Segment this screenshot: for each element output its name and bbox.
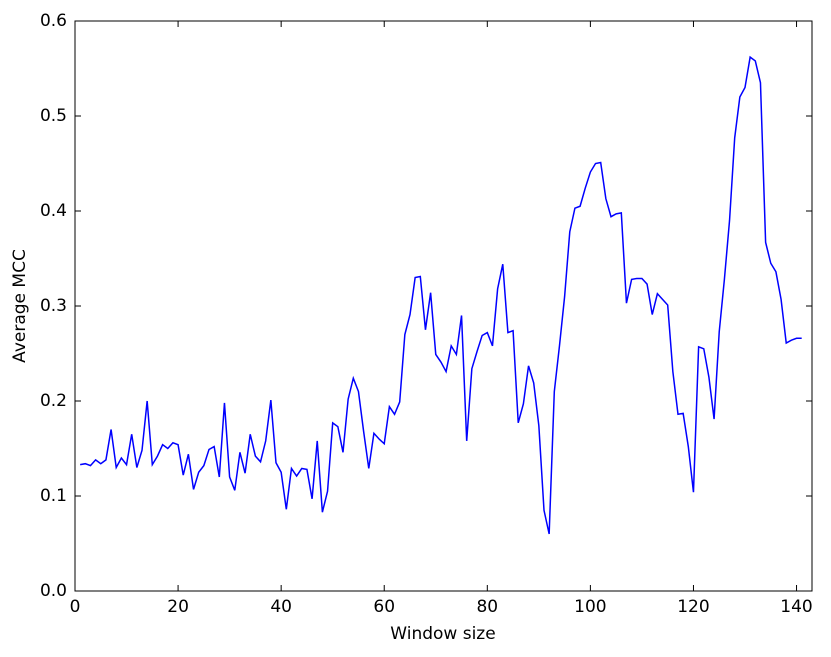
- y-tick-label: 0.4: [40, 201, 67, 221]
- x-tick-label: 60: [373, 597, 395, 617]
- y-axis-label: Average MCC: [10, 249, 30, 363]
- x-tick-label: 20: [167, 597, 189, 617]
- x-tick-label: 40: [270, 597, 292, 617]
- x-tick-label: 120: [677, 597, 709, 617]
- y-tick-label: 0.5: [40, 106, 67, 126]
- x-tick-label: 0: [70, 597, 81, 617]
- y-tick-label: 0.2: [40, 391, 67, 411]
- y-tick-label: 0.0: [40, 581, 67, 601]
- y-tick-label: 0.1: [40, 486, 67, 506]
- data-line: [80, 55, 802, 535]
- x-tick-label: 80: [476, 597, 498, 617]
- y-tick-label: 0.6: [40, 11, 67, 31]
- x-axis-label: Window size: [390, 624, 495, 644]
- y-tick-label: 0.3: [40, 296, 67, 316]
- x-tick-label: 140: [780, 597, 812, 617]
- plot-frame: [74, 20, 813, 592]
- x-tick-label: 100: [574, 597, 606, 617]
